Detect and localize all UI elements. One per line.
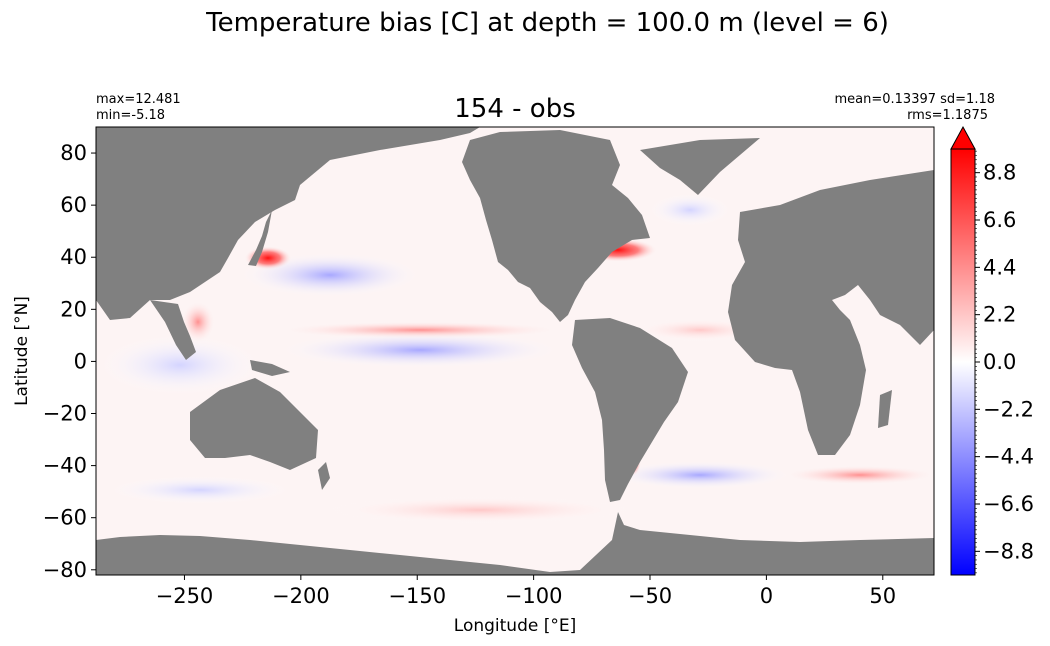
colorbar-tick-label: 4.4 [983, 255, 1016, 279]
colorbar-tick-label: −8.8 [983, 539, 1034, 563]
land-south-america [572, 318, 688, 502]
y-tick-label: 60 [60, 193, 87, 217]
land-southeast-asia [150, 300, 196, 360]
land-mask [96, 127, 934, 575]
south-atlantic-cold-anomaly [610, 461, 790, 489]
labrador-sea-cold [650, 194, 730, 226]
colorbar-extend-arrow [950, 125, 976, 150]
southern-indian-cold-anomaly [110, 476, 290, 504]
y-tick-label: −60 [43, 506, 87, 530]
colorbar-tick-label: 0.0 [983, 350, 1016, 374]
colorbar-bar [950, 148, 976, 576]
x-tick-label: −150 [388, 584, 446, 608]
x-tick-label: −100 [505, 584, 563, 608]
chart-title: 154 - obs [454, 94, 576, 124]
colorbar-tick-label: −4.4 [983, 445, 1034, 469]
land-north-america [462, 130, 650, 322]
land-new-guinea [250, 360, 290, 376]
colorbar-tick-label: −6.6 [983, 492, 1034, 516]
y-tick-label: 40 [60, 245, 87, 269]
figure-suptitle: Temperature bias [C] at depth = 100.0 m … [206, 8, 889, 38]
colorbar: 8.8 6.6 4.4 2.2 0.0 −2.2 −4.4 −6.6 −8.8 [950, 125, 1034, 576]
colorbar-tick-label: 6.6 [983, 208, 1016, 232]
agulhas-warm-anomaly [780, 465, 934, 485]
land-antarctica [96, 512, 934, 575]
land-australia [190, 378, 318, 470]
colorbar-tick-label: 8.8 [983, 161, 1016, 185]
y-tick-label: 80 [60, 141, 87, 165]
x-axis: −250 −200 −150 −100 −50 0 50 [156, 575, 896, 608]
bias-field [96, 127, 934, 575]
equatorial-pacific-cold-anomaly [280, 332, 560, 368]
plot-frame [95, 126, 935, 576]
max-stat: max=12.481 [96, 92, 181, 107]
y-tick-label: 0 [74, 349, 87, 373]
x-axis-label: Longitude [°E] [454, 616, 576, 636]
southern-ocean-warm-band [320, 496, 640, 524]
land-greenland [640, 138, 760, 195]
x-tick-label: −200 [272, 584, 330, 608]
y-axis: 80 60 40 20 0 −20 −40 −60 −80 [43, 141, 96, 582]
colorbar-tick-label: 2.2 [983, 303, 1016, 327]
x-tick-label: 50 [869, 584, 896, 608]
y-tick-label: −20 [43, 402, 87, 426]
kuroshio-warm-anomaly [244, 246, 292, 270]
min-stat: min=-5.18 [96, 108, 166, 123]
x-tick-label: −250 [156, 584, 214, 608]
land-africa-eurasia-east [728, 170, 934, 455]
mean-sd-stat: mean=0.13397 sd=1.18 [834, 92, 995, 107]
rms-stat: rms=1.1875 [907, 108, 988, 123]
x-tick-label: −50 [628, 584, 672, 608]
land-new-zealand [318, 462, 330, 490]
colorbar-tick-label: −2.2 [983, 397, 1034, 421]
x-tick-label: 0 [760, 584, 773, 608]
land-madagascar [878, 390, 892, 428]
land-japan [248, 210, 272, 266]
west-pacific-cold-anomaly [100, 335, 260, 395]
y-tick-label: 20 [60, 297, 87, 321]
y-tick-label: −80 [43, 558, 87, 582]
colorbar-ticks: 8.8 6.6 4.4 2.2 0.0 −2.2 −4.4 −6.6 −8.8 [975, 150, 1034, 574]
y-tick-label: −40 [43, 454, 87, 478]
y-axis-label: Latitude [°N] [12, 296, 32, 406]
land-eurasia-west [96, 127, 480, 320]
south-china-sea-warm [180, 300, 216, 344]
equatorial-warm-band [270, 321, 570, 339]
